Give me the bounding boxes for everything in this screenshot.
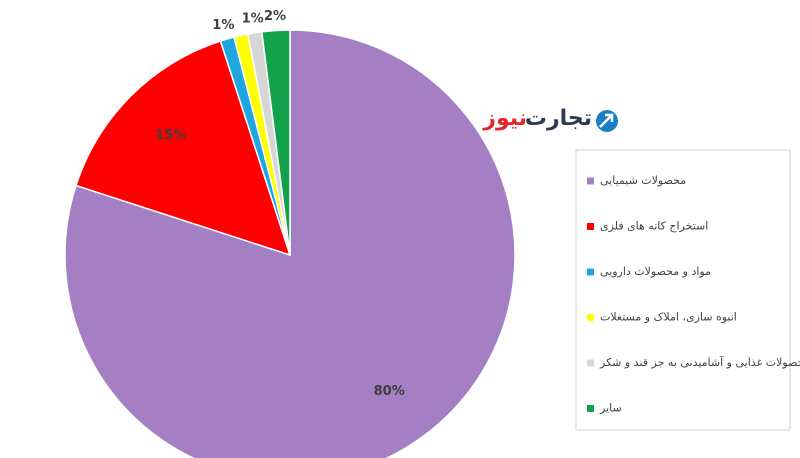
pie-slice (260, 29, 291, 256)
legend-label: مواد و محصولات دارویی (600, 265, 711, 278)
brand-logo: تجارت نیوز (482, 106, 618, 132)
legend-label: محصولات غذایی و آشامیدنی به جز قند و شکر (599, 355, 800, 369)
legend-swatch (587, 268, 594, 276)
legend-swatch (587, 359, 594, 367)
brand-second: نیوز (482, 106, 527, 131)
legend-label: انبوه سازی، املاک و مستغلات (600, 311, 737, 324)
legend-swatch (587, 314, 594, 321)
pie-slice (64, 29, 516, 458)
legend-swatch (587, 223, 594, 230)
value-label: 1% (212, 18, 234, 33)
legend-label: استخراج کانه های فلزی (600, 220, 708, 233)
legend-swatch (587, 405, 594, 412)
legend-label: محصولات شیمیایی (600, 174, 686, 187)
value-label: 2% (264, 9, 286, 24)
value-label: 15% (155, 128, 186, 143)
value-label: 80% (374, 384, 405, 399)
brand-first: تجارت (525, 106, 592, 131)
pie-slice (75, 40, 292, 257)
value-label: 1% (242, 11, 264, 26)
logo-arrow (599, 113, 614, 128)
legend-swatch (587, 177, 594, 185)
legend-label: سایر (599, 402, 622, 415)
legend-box (575, 149, 791, 431)
